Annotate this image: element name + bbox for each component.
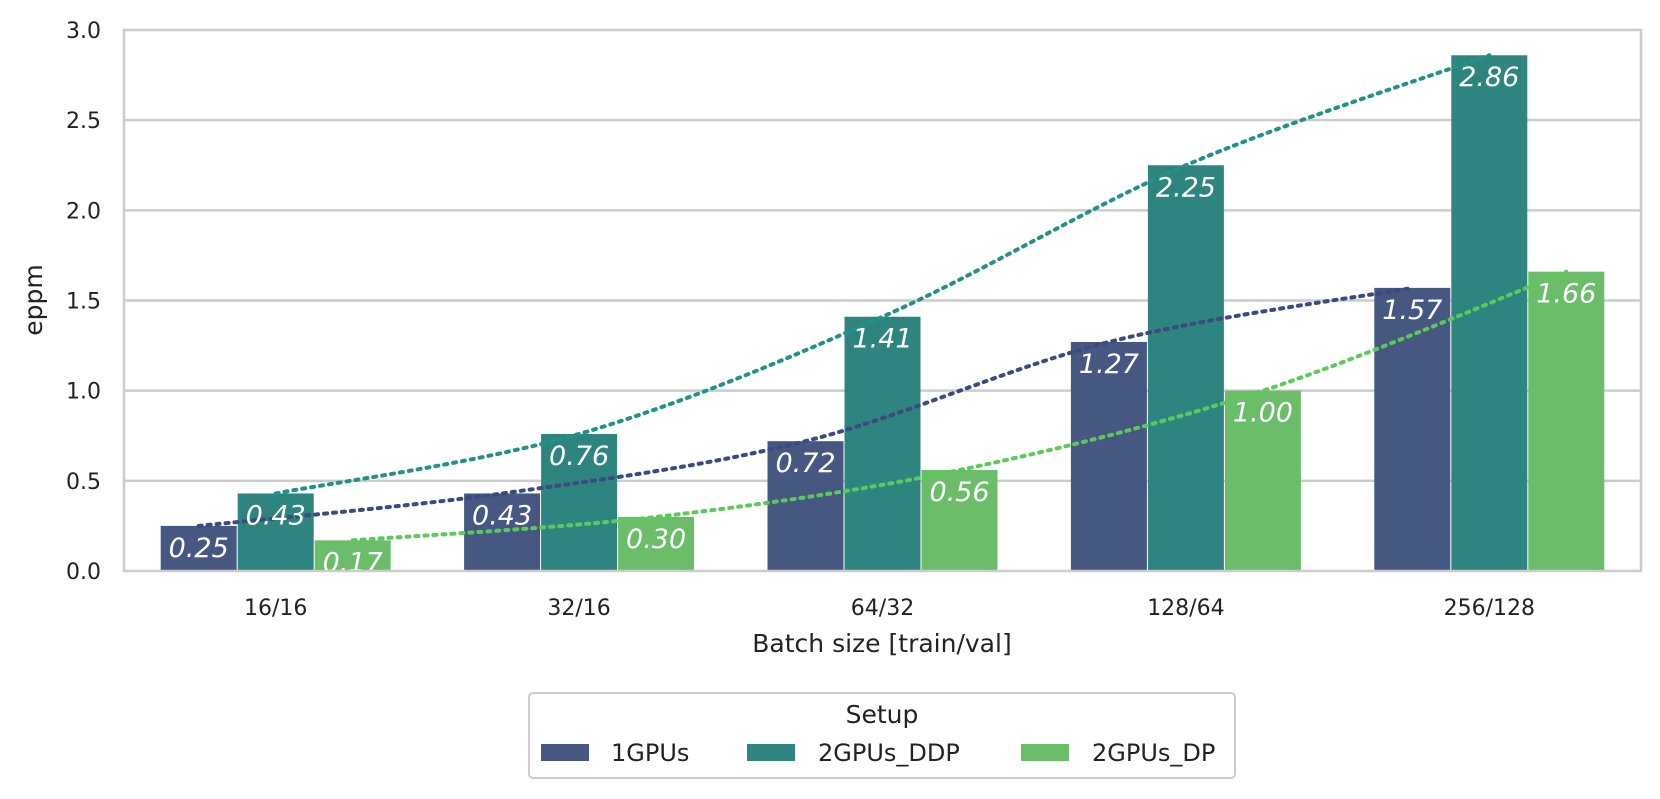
y-tick-label: 1.5	[66, 290, 101, 315]
legend-swatch-2gpus-dp	[1021, 744, 1069, 761]
y-tick-label: 0.0	[66, 560, 101, 585]
data-label: 1.66	[1536, 279, 1596, 310]
y-tick-label: 1.0	[66, 380, 101, 405]
bars	[160, 55, 1605, 572]
bar-2gpus-dp-256-128	[1528, 271, 1605, 571]
data-labels: 0.25 0.43 0.72 1.27 1.57 0.43 0.76 1.41 2.25 2.86…	[169, 62, 1597, 578]
bar-2gpus-ddp-256-128	[1451, 55, 1528, 572]
x-tick-label: 16/16	[244, 596, 307, 621]
data-label: 0.43	[472, 500, 532, 531]
bar-1gpus-128-64	[1070, 341, 1147, 571]
y-axis-ticks: 0.0 0.5 1.0 1.5 2.0 2.5 3.0	[66, 19, 101, 585]
x-axis-title: Batch size [train/val]	[752, 629, 1011, 658]
bar-2gpus-ddp-128-64	[1147, 165, 1224, 571]
legend-label-2gpus-ddp: 2GPUs_DDP	[818, 739, 960, 767]
trend-lines	[196, 53, 1569, 543]
bar-2gpus-ddp-32-16	[541, 433, 618, 571]
trend-line-2gpus-ddp	[273, 53, 1492, 496]
plot-frame	[122, 28, 1643, 573]
legend-label-1gpus: 1GPUs	[611, 739, 689, 767]
data-label: 1.00	[1233, 398, 1293, 429]
bar-2gpus-dp-128-64	[1224, 390, 1301, 571]
trend-line-2gpus-dp	[350, 269, 1569, 543]
legend-swatch-1gpus	[541, 744, 589, 761]
bar-2gpus-ddp-64-32	[844, 316, 921, 571]
data-label: 0.72	[775, 448, 835, 479]
data-label: 0.76	[549, 441, 609, 472]
data-label: 0.17	[323, 547, 383, 578]
bar-2gpus-dp-32-16	[618, 516, 695, 571]
data-label: 0.25	[169, 533, 229, 564]
legend-swatch-2gpus-ddp	[747, 744, 795, 761]
legend: Setup 1GPUs 2GPUs_DDP 2GPUs_DP	[528, 692, 1236, 779]
y-tick-label: 3.0	[66, 19, 101, 44]
data-label: 1.57	[1382, 295, 1442, 326]
data-label: 0.30	[626, 524, 686, 555]
legend-label-2gpus-dp: 2GPUs_DP	[1092, 739, 1215, 767]
trend-line-1gpus	[196, 285, 1415, 528]
bar-1gpus-64-32	[767, 441, 844, 571]
x-tick-label: 256/128	[1444, 596, 1535, 621]
legend-title: Setup	[846, 700, 919, 729]
bar-2gpus-ddp-16-16	[237, 493, 314, 571]
bar-2gpus-dp-64-32	[921, 470, 998, 571]
data-label: 0.43	[246, 500, 306, 531]
data-label: 2.86	[1459, 62, 1519, 93]
y-tick-label: 2.5	[66, 109, 101, 134]
bar-1gpus-16-16	[160, 525, 237, 571]
x-tick-label: 128/64	[1147, 596, 1224, 621]
data-label: 1.27	[1079, 349, 1139, 380]
bar-2gpus-dp-16-16	[314, 540, 391, 571]
y-tick-label: 2.0	[66, 199, 101, 224]
y-axis-title: eppm	[19, 264, 48, 335]
data-label: 1.41	[852, 324, 912, 355]
x-axis-ticks: 16/16 32/16 64/32 128/64 256/128	[244, 596, 1535, 621]
data-label: 2.25	[1156, 172, 1216, 203]
y-tick-label: 0.5	[66, 470, 101, 495]
data-label: 0.56	[929, 477, 989, 508]
bar-1gpus-256-128	[1374, 287, 1451, 571]
x-tick-label: 32/16	[547, 596, 610, 621]
x-tick-label: 64/32	[851, 596, 914, 621]
